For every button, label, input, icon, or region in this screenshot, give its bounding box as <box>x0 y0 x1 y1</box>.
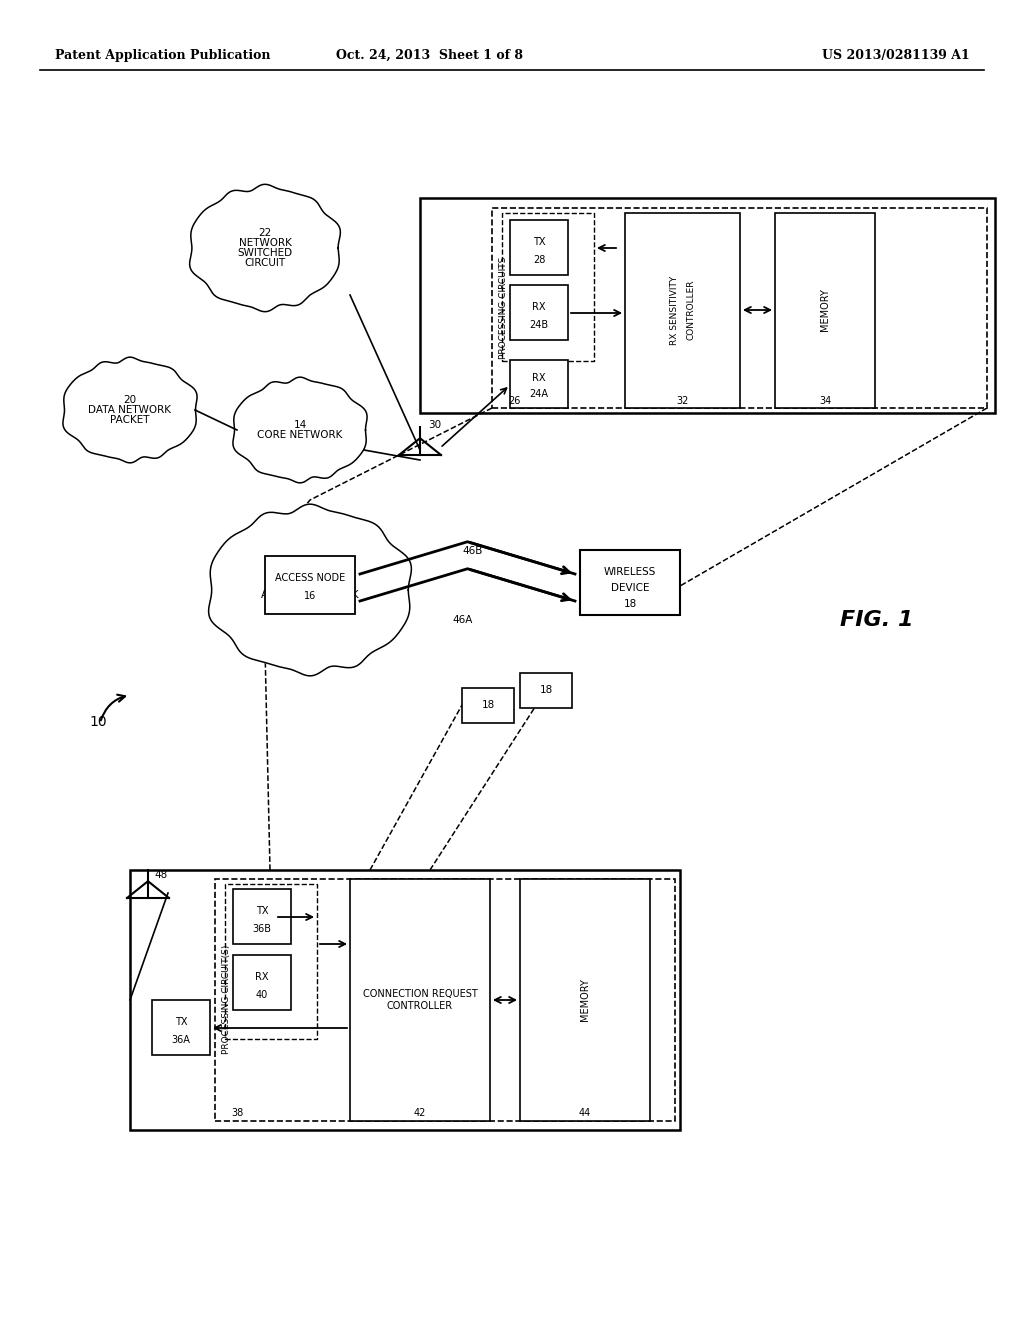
FancyBboxPatch shape <box>510 220 568 275</box>
Text: CONTROLLER: CONTROLLER <box>686 280 695 341</box>
Text: PROCESSING CIRCUIT(S): PROCESSING CIRCUIT(S) <box>222 944 231 1053</box>
Text: DATA NETWORK: DATA NETWORK <box>88 405 171 414</box>
Text: CIRCUIT: CIRCUIT <box>245 259 286 268</box>
Text: SWITCHED: SWITCHED <box>238 248 293 259</box>
FancyBboxPatch shape <box>233 954 291 1010</box>
FancyBboxPatch shape <box>225 884 317 1039</box>
Text: 36A: 36A <box>172 1035 190 1045</box>
Text: Patent Application Publication: Patent Application Publication <box>55 49 270 62</box>
Text: DEVICE: DEVICE <box>610 583 649 593</box>
Text: 26: 26 <box>508 396 520 407</box>
Text: 14: 14 <box>293 420 306 430</box>
Text: RX: RX <box>532 374 546 383</box>
Text: 40: 40 <box>256 990 268 1001</box>
FancyBboxPatch shape <box>265 556 355 614</box>
Text: Oct. 24, 2013  Sheet 1 of 8: Oct. 24, 2013 Sheet 1 of 8 <box>337 49 523 62</box>
Text: 48: 48 <box>154 870 167 880</box>
Text: 12: 12 <box>303 579 316 590</box>
Text: 24B: 24B <box>529 319 549 330</box>
Text: PACKET: PACKET <box>111 414 150 425</box>
Text: FIG. 1: FIG. 1 <box>840 610 913 630</box>
Text: CONNECTION REQUEST
CONTROLLER: CONNECTION REQUEST CONTROLLER <box>362 989 477 1011</box>
Text: MEMORY: MEMORY <box>580 978 590 1022</box>
FancyBboxPatch shape <box>520 673 572 708</box>
Text: CORE NETWORK: CORE NETWORK <box>257 430 343 440</box>
Text: NETWORK: NETWORK <box>239 238 292 248</box>
FancyBboxPatch shape <box>462 688 514 723</box>
Text: TX: TX <box>175 1016 187 1027</box>
FancyBboxPatch shape <box>510 285 568 341</box>
Text: 10: 10 <box>89 715 106 729</box>
FancyBboxPatch shape <box>625 213 740 408</box>
Text: 46A: 46A <box>453 615 473 624</box>
Text: 20: 20 <box>124 395 136 405</box>
Text: 18: 18 <box>624 599 637 609</box>
Text: 34: 34 <box>819 396 831 407</box>
Text: 28: 28 <box>532 255 545 265</box>
FancyBboxPatch shape <box>215 879 675 1121</box>
Text: ACCESS NETWORK: ACCESS NETWORK <box>261 590 358 601</box>
FancyBboxPatch shape <box>510 360 568 408</box>
Text: 36B: 36B <box>253 924 271 935</box>
Text: RX SENSITIVITY: RX SENSITIVITY <box>670 276 679 345</box>
Text: MEMORY: MEMORY <box>820 289 830 331</box>
FancyBboxPatch shape <box>233 888 291 944</box>
Text: WIRELESS: WIRELESS <box>604 568 656 577</box>
Text: 32: 32 <box>676 396 689 407</box>
FancyBboxPatch shape <box>492 209 987 408</box>
Polygon shape <box>232 378 367 483</box>
Text: 18: 18 <box>540 685 553 696</box>
Text: US 2013/0281139 A1: US 2013/0281139 A1 <box>822 49 970 62</box>
Text: 46B: 46B <box>462 546 482 556</box>
Text: 38: 38 <box>230 1107 243 1118</box>
Text: RX: RX <box>532 302 546 312</box>
Polygon shape <box>189 185 340 312</box>
FancyBboxPatch shape <box>520 879 650 1121</box>
FancyBboxPatch shape <box>130 870 680 1130</box>
FancyBboxPatch shape <box>775 213 874 408</box>
Text: PROCESSING CIRCUITS: PROCESSING CIRCUITS <box>499 257 508 359</box>
Text: 22: 22 <box>258 228 271 238</box>
Text: TX: TX <box>532 238 545 247</box>
FancyBboxPatch shape <box>580 550 680 615</box>
Text: 44: 44 <box>579 1107 591 1118</box>
Text: ACCESS NODE: ACCESS NODE <box>274 573 345 583</box>
Text: 30: 30 <box>428 420 441 430</box>
Text: 42: 42 <box>414 1107 426 1118</box>
Polygon shape <box>209 504 412 676</box>
FancyBboxPatch shape <box>420 198 995 413</box>
FancyBboxPatch shape <box>502 213 594 360</box>
Polygon shape <box>62 358 197 463</box>
Text: 24A: 24A <box>529 389 549 399</box>
FancyBboxPatch shape <box>152 1001 210 1055</box>
Text: 18: 18 <box>481 700 495 710</box>
Text: TX: TX <box>256 906 268 916</box>
Text: 16: 16 <box>304 591 316 601</box>
Text: RX: RX <box>255 972 268 982</box>
FancyBboxPatch shape <box>350 879 490 1121</box>
